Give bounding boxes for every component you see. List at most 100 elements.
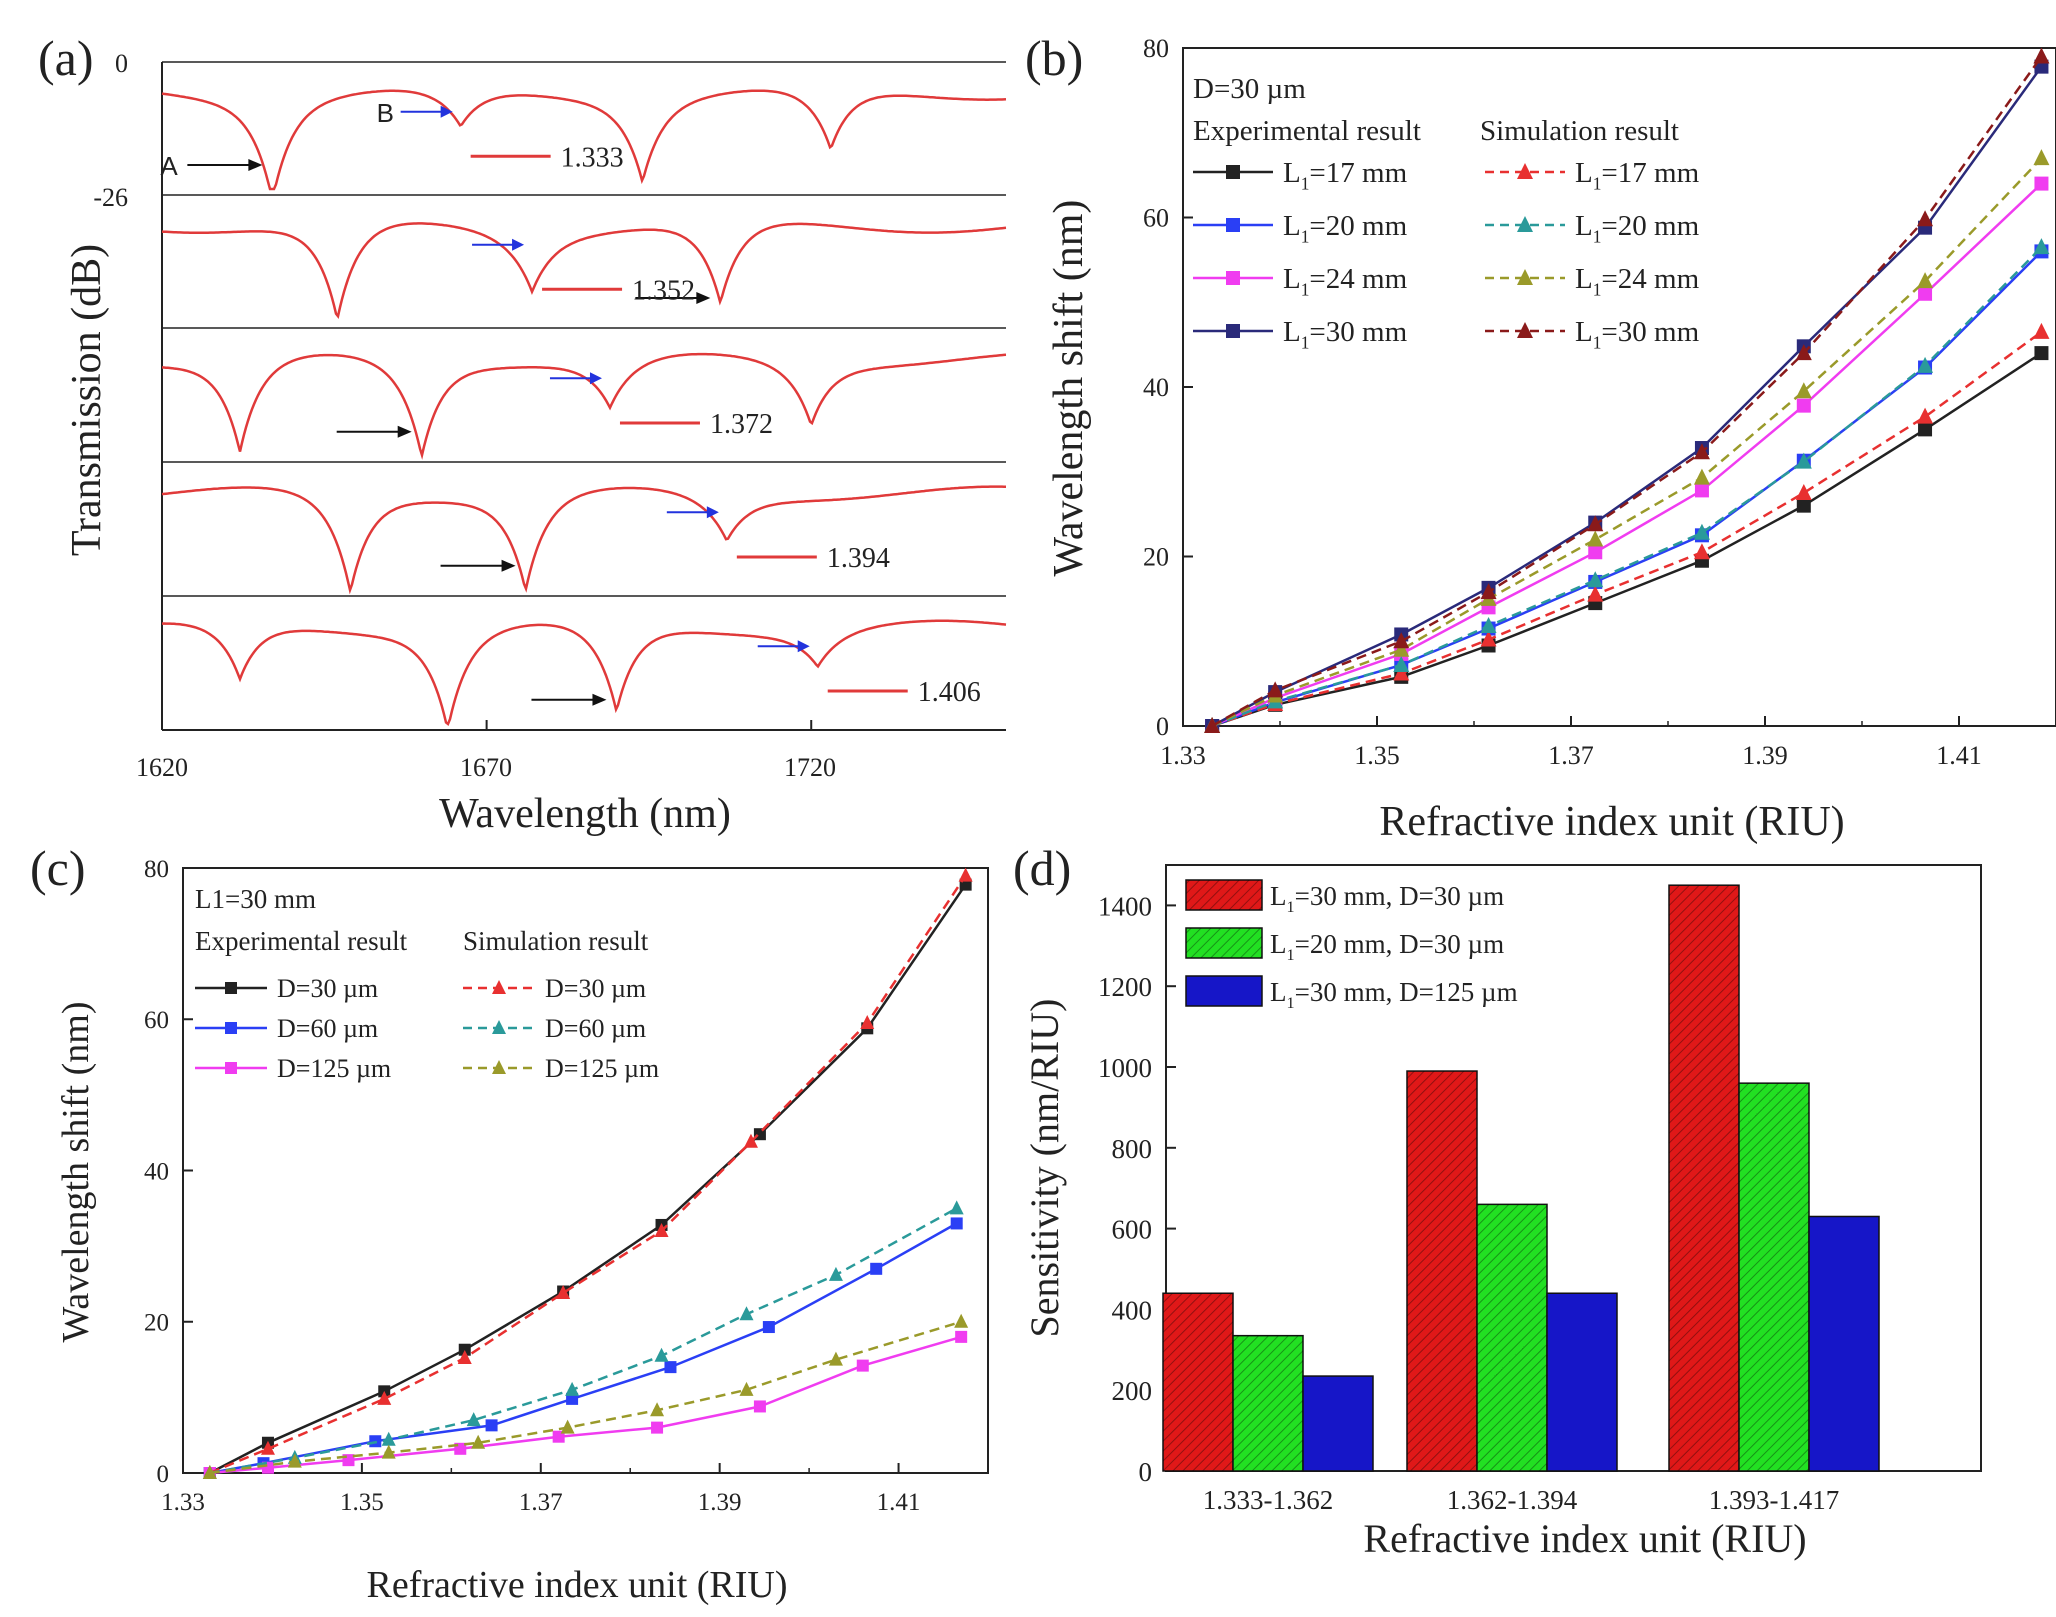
bar-hatch — [1407, 1071, 1477, 1471]
panel-a-ytick-neg26: -26 — [93, 183, 128, 212]
data-point — [1917, 272, 1934, 289]
data-point — [381, 1444, 396, 1459]
panel-b-y-axis-title: Wavelength shift (nm) — [1046, 200, 1092, 577]
panel-ytick-label: 80 — [1143, 34, 1169, 63]
panel-c-label: (c) — [30, 840, 86, 896]
panel-ytick-label: 40 — [144, 1158, 169, 1185]
panel-xtick-label: 1.39 — [698, 1489, 742, 1516]
panel-a-trace — [161, 619, 1007, 727]
panel-a-label: (a) — [38, 30, 94, 86]
data-point — [950, 1217, 963, 1230]
legend-label: L1=30 mm — [1283, 316, 1408, 352]
series-line — [1211, 246, 2043, 728]
data-point — [753, 1400, 766, 1413]
panel-d-ytick-label: 1200 — [1098, 972, 1152, 1002]
panel-a-trace — [161, 89, 1007, 191]
data-point — [739, 1306, 754, 1321]
legend-label: L1=24 mm — [1283, 263, 1408, 299]
data-point — [565, 1381, 580, 1396]
legend-label: L1=20 mm, D=30 µm — [1270, 929, 1504, 964]
data-point — [1393, 655, 1410, 672]
panel-d-x-axis-title: Refractive index unit (RIU) — [1363, 1516, 1806, 1561]
panel-a-ytick-0: 0 — [115, 49, 128, 78]
panel-c-x-axis-title: Refractive index unit (RIU) — [366, 1564, 787, 1606]
panel-b-legend-col-sim: Simulation result — [1480, 115, 1679, 147]
panel-xtick-label: 1.39 — [1742, 741, 1788, 770]
data-point — [466, 1412, 481, 1427]
legend-label: L1=17 mm — [1283, 157, 1408, 193]
legend-swatch-hatch — [1186, 928, 1262, 958]
data-point — [1693, 543, 1710, 560]
data-point — [1587, 585, 1604, 602]
data-point — [651, 1421, 664, 1434]
legend-marker — [225, 1062, 237, 1074]
panel-a: (a) 1.333 B A 1.352 1.372 1.394 1.406 0 -26 16… — [38, 30, 1007, 837]
data-point — [2033, 149, 2050, 166]
series-line — [1211, 352, 2043, 728]
panel-d-ytick-label: 200 — [1112, 1376, 1153, 1406]
data-point — [485, 1419, 498, 1432]
panel-d-ytick-label: 600 — [1112, 1215, 1153, 1245]
data-point — [958, 867, 973, 882]
legend-label: L1=24 mm — [1575, 263, 1700, 299]
panel-c-plot-frame — [182, 867, 989, 1474]
panel-ytick-label: 40 — [1143, 373, 1169, 402]
panel-d-ytick-label: 1000 — [1098, 1053, 1152, 1083]
legend-label: D=60 µm — [277, 1014, 378, 1043]
legend-label: L1=20 mm — [1575, 210, 1700, 246]
panel-ytick-label: 0 — [157, 1461, 170, 1488]
data-point — [457, 1350, 472, 1365]
panel-b-plot-frame — [1182, 47, 2056, 727]
data-point — [1587, 515, 1604, 532]
bar-hatch — [1233, 1335, 1303, 1471]
panel-xtick-label: 1.33 — [161, 1489, 205, 1516]
data-point — [1587, 571, 1604, 588]
legend-marker — [225, 1022, 237, 1034]
data-point — [2034, 346, 2049, 361]
panel-ytick-label: 20 — [144, 1310, 169, 1337]
data-point — [1693, 523, 1710, 540]
panel-xtick-label: 1.41 — [877, 1489, 921, 1516]
data-point — [1795, 452, 1812, 469]
bar — [1808, 1215, 1880, 1472]
legend-marker — [1226, 324, 1240, 338]
panel-a-arrowhead-a — [248, 159, 263, 172]
panel-d-ytick-label: 800 — [1112, 1134, 1153, 1164]
legend-label: D=125 µm — [277, 1054, 391, 1083]
legend-marker — [1226, 271, 1240, 285]
legend-label: L1=30 mm, D=30 µm — [1270, 881, 1504, 916]
data-point — [2033, 47, 2050, 64]
series-line — [209, 874, 967, 1475]
data-point — [856, 1359, 869, 1372]
panel-xtick-label: 1.37 — [519, 1489, 563, 1516]
panel-a-dip-b-label: B — [377, 98, 394, 128]
data-point — [377, 1390, 392, 1405]
legend-marker — [1226, 218, 1240, 232]
data-point — [1204, 717, 1221, 733]
data-point — [1480, 583, 1497, 600]
bar-hatch — [1669, 885, 1739, 1471]
panel-ytick-label: 80 — [144, 856, 169, 883]
panel-a-dip-a-label: A — [160, 151, 178, 181]
series-line — [1211, 157, 2043, 728]
data-point — [560, 1419, 575, 1434]
panel-a-trace-label: 1.333 — [561, 142, 624, 173]
data-point — [860, 1015, 875, 1030]
panel-ytick-label: 20 — [1143, 543, 1169, 572]
panel-b-legend-col-exp: Experimental result — [1193, 115, 1421, 147]
legend-label: L1=30 mm — [1575, 316, 1700, 352]
data-point — [1480, 616, 1497, 633]
legend-marker — [492, 980, 506, 994]
panel-a-arrowhead-b — [589, 372, 602, 385]
panel-xtick-label: 1.35 — [340, 1489, 384, 1516]
panel-c-legend-col-exp: Experimental result — [195, 926, 408, 956]
data-point — [762, 1321, 775, 1334]
data-point — [743, 1133, 758, 1148]
series-line — [1211, 330, 2043, 728]
panel-b-label: (b) — [1025, 30, 1083, 86]
panel-d-label: (d) — [1013, 840, 1071, 896]
legend-label: L1=17 mm — [1575, 157, 1700, 193]
panel-d-category-label: 1.362-1.394 — [1447, 1485, 1578, 1515]
panel-a-y-axis-title: Transmission (dB) — [64, 244, 110, 556]
